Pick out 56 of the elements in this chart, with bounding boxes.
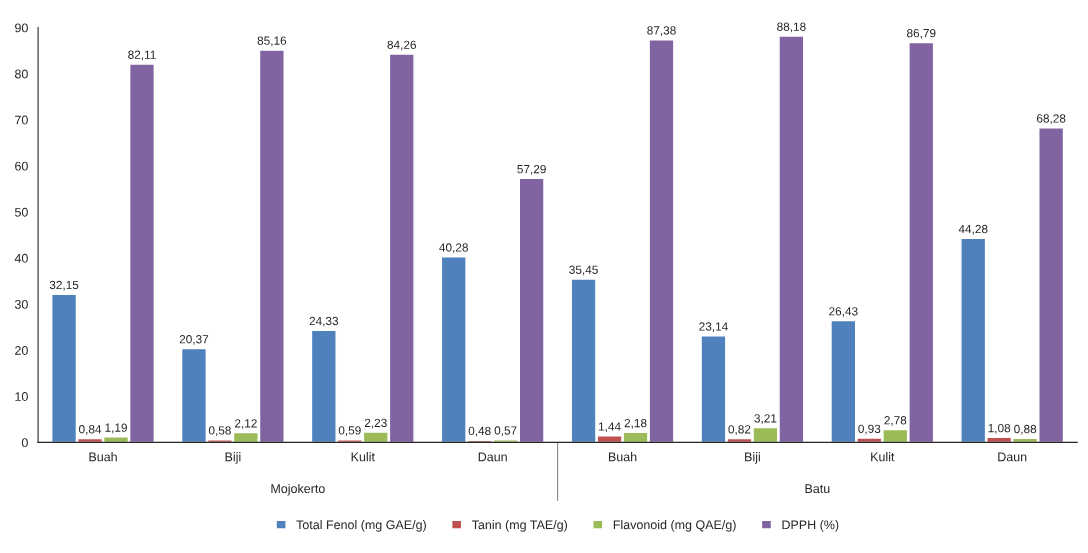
data-label: 84,26 [387, 40, 416, 51]
data-label: 35,45 [569, 265, 598, 276]
data-label: 23,14 [699, 322, 728, 333]
data-label: 68,28 [1036, 114, 1066, 125]
y-tick-label: 80 [15, 69, 28, 79]
y-tick-label: 20 [15, 346, 28, 355]
data-label: 0,84 [79, 425, 102, 435]
data-label: 24,33 [309, 316, 339, 327]
data-label: 32,15 [49, 280, 79, 291]
y-tick-label: 40 [14, 253, 28, 263]
data-label: 0,58 [208, 426, 231, 437]
x-tick-label: Buah [89, 452, 117, 462]
data-label: 2,23 [364, 418, 387, 429]
data-label: 0,82 [728, 425, 751, 435]
data-label: 1,08 [988, 423, 1011, 434]
x-tick-label: Biji [225, 452, 241, 464]
legend-label: DPPH (%) [782, 520, 839, 532]
y-tick-label: 70 [15, 115, 28, 125]
x-tick-label: Biji [745, 452, 760, 464]
data-label: 0,48 [468, 426, 491, 437]
x-tick-label: Kulit [871, 452, 895, 462]
data-label: 1,19 [105, 423, 127, 434]
text: Mojokerto [271, 483, 325, 496]
data-label: 26,43 [829, 307, 858, 317]
data-label: 20,37 [179, 335, 209, 345]
y-tick-label: 50 [14, 207, 28, 217]
legend-label: Total Fenol (mg GAE/g) [296, 520, 426, 532]
x-tick-label: Buah [608, 452, 637, 462]
y-tick-label: 0 [21, 438, 28, 448]
data-label: 0,59 [338, 426, 361, 436]
x-tick-label: Kulit [351, 452, 375, 462]
data-label: 2,12 [234, 419, 257, 429]
y-tick-label: 90 [15, 23, 28, 33]
x-tick-label: Daun [998, 452, 1027, 462]
x-tick-label: Daun [478, 452, 507, 462]
legend-label: Flavonoid (mg QAE/g) [613, 520, 736, 532]
data-label: 2,18 [624, 418, 647, 429]
data-label: 0,57 [494, 426, 517, 437]
data-label: 85,16 [257, 36, 287, 47]
data-label: 86,79 [907, 28, 936, 39]
data-label: 1,44 [598, 422, 621, 433]
data-label: 87,38 [647, 26, 676, 37]
data-label: 82,11 [128, 50, 156, 61]
data-label: 0,93 [858, 424, 881, 435]
data-label: 44,28 [958, 224, 988, 235]
y-tick-label: 10 [15, 392, 28, 401]
y-tick-label: 30 [14, 299, 28, 309]
text: Batu [805, 484, 830, 494]
data-label: 88,18 [777, 22, 806, 33]
data-label: 57,29 [517, 164, 546, 175]
data-label: 40,28 [439, 243, 468, 254]
legend-label: Tanin (mg TAE/g) [471, 520, 568, 532]
y-tick-label: 60 [15, 161, 28, 171]
data-label: 3,21 [754, 414, 777, 424]
data-label: 0,88 [1014, 424, 1037, 435]
data-label: 2,78 [884, 416, 907, 426]
